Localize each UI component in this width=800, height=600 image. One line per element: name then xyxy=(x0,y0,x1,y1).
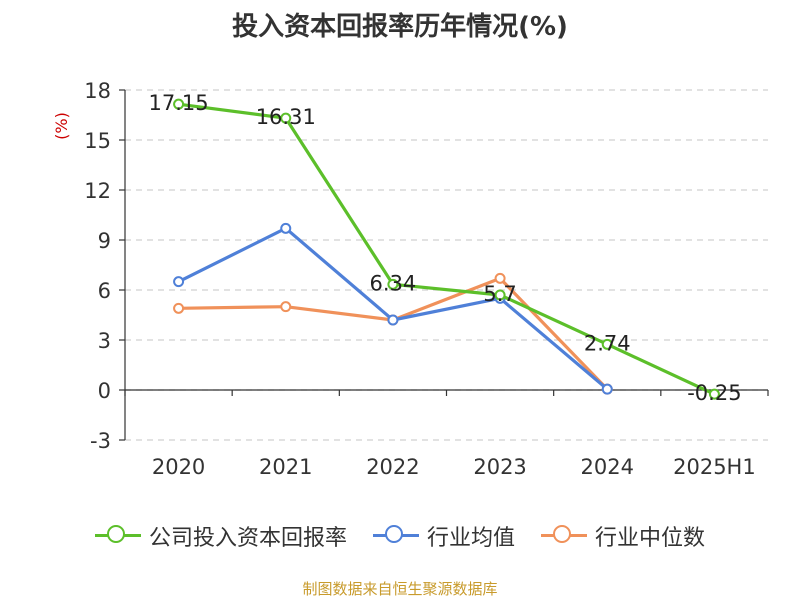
data-point xyxy=(280,222,292,234)
legend-marker-icon xyxy=(372,524,419,548)
legend-marker-icon xyxy=(94,524,141,548)
data-point xyxy=(708,388,720,400)
data-label: 17.15 xyxy=(149,91,209,115)
data-point xyxy=(387,278,399,290)
legend-marker-icon xyxy=(541,524,587,548)
legend-item[interactable]: 行业均值 xyxy=(372,520,515,552)
data-label: 16.31 xyxy=(256,105,316,129)
data-point xyxy=(494,272,506,284)
series-layer xyxy=(173,98,720,400)
legend-label: 行业均值 xyxy=(426,526,515,551)
data-point xyxy=(173,276,185,288)
source-note: 制图数据来自恒生聚源数据库 xyxy=(302,580,498,598)
legend-item[interactable]: 公司投入资本回报率 xyxy=(94,520,347,552)
y-axis-label: (%) xyxy=(52,112,71,140)
x-tick-label: 2022 xyxy=(366,455,419,479)
data-label: 5.7 xyxy=(483,282,516,306)
data-point xyxy=(280,112,292,124)
data-point xyxy=(494,289,506,301)
y-tick-label: 12 xyxy=(84,179,111,203)
x-tick-label: 2020 xyxy=(152,455,205,479)
data-point xyxy=(173,98,185,110)
data-point xyxy=(387,314,399,326)
x-tick-label: 2021 xyxy=(259,455,312,479)
data-label: 2.74 xyxy=(584,331,631,355)
x-tick-label: 2025H1 xyxy=(673,455,756,479)
data-label: 6.34 xyxy=(370,271,417,295)
data-labels: 17.15 16.31 6.34 5.7 2.74 -0.25 xyxy=(149,91,742,405)
legend-label: 公司投入资本回报率 xyxy=(148,526,347,551)
data-point xyxy=(601,383,613,395)
y-tick-label: 9 xyxy=(98,229,111,253)
y-tick-label: 15 xyxy=(84,129,111,153)
data-point xyxy=(173,302,185,314)
chart-title: 投入资本回报率历年情况(%) xyxy=(232,12,568,42)
x-tick-label: 2024 xyxy=(581,455,634,479)
data-point xyxy=(601,338,613,350)
y-tick-label: 3 xyxy=(98,329,111,353)
data-point xyxy=(280,301,292,313)
y-tick-label: 18 xyxy=(84,79,111,103)
series-line xyxy=(178,102,716,396)
y-tick-label: 6 xyxy=(98,279,111,303)
y-tick-label: 0 xyxy=(98,379,111,403)
x-tick-label: 2023 xyxy=(473,455,526,479)
data-label: -0.25 xyxy=(687,381,741,405)
axes: -3 0 3 6 9 12 15 18 2020 2021 2022 2023 2024 2025H1 (%… xyxy=(52,79,769,479)
legend-label: 行业中位数 xyxy=(595,526,706,551)
legend: 公司投入资本回报率 行业均值 行业中位数 xyxy=(0,518,800,554)
grid-lines xyxy=(125,89,768,441)
legend-item[interactable]: 行业中位数 xyxy=(541,520,705,552)
y-tick-label: -3 xyxy=(90,429,111,453)
